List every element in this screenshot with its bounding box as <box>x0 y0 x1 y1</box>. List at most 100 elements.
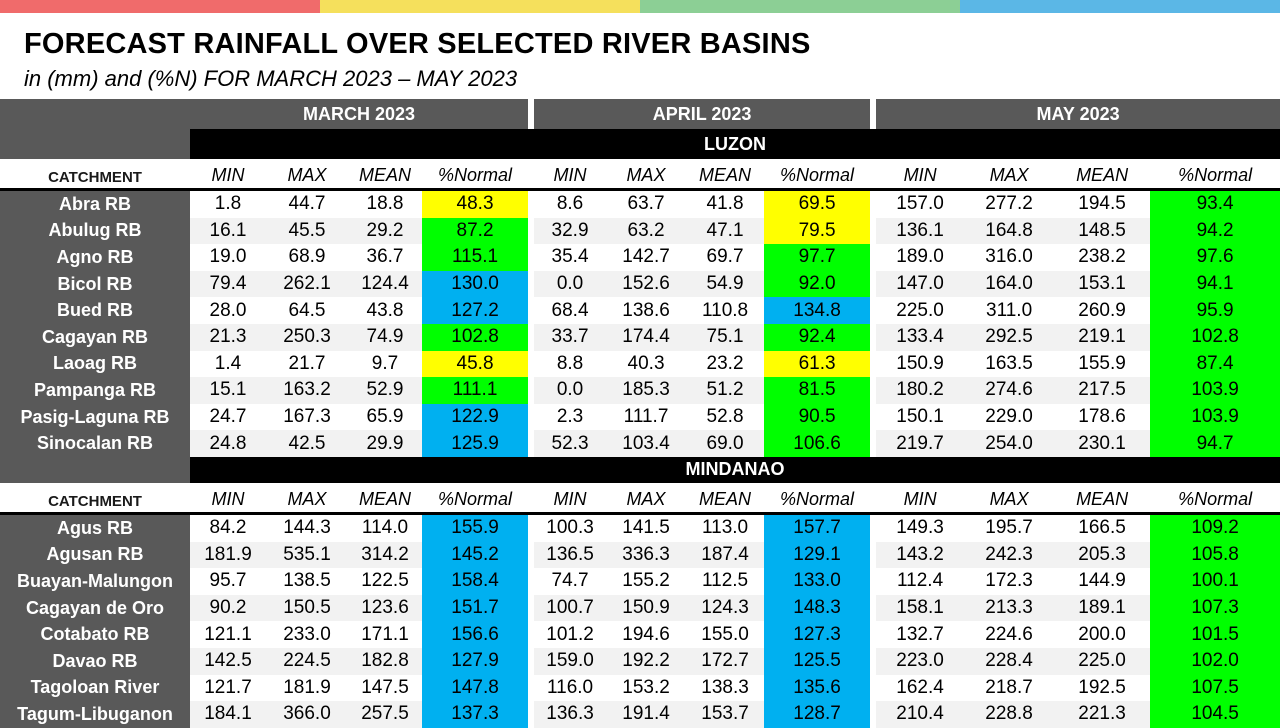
pct-normal-cell: 129.1 <box>764 541 871 569</box>
mean-cell: 314.2 <box>348 541 422 569</box>
table-row: Cagayan de Oro 90.2 150.5 123.6 151.7 100.7 15… <box>0 594 1280 622</box>
pct-normal-cell: 94.1 <box>1150 270 1280 298</box>
column-gap <box>870 350 877 378</box>
column-gap <box>870 403 877 431</box>
mean-cell: 219.1 <box>1054 323 1151 351</box>
mean-cell: 29.9 <box>348 430 422 457</box>
mean-cell: 51.2 <box>686 377 765 404</box>
pct-normal-cell: 111.1 <box>422 377 529 404</box>
min-cell: 133.4 <box>876 323 965 351</box>
min-cell: 147.0 <box>876 270 965 298</box>
pct-normal-cell: 102.0 <box>1150 647 1280 675</box>
pct-normal-cell: 101.5 <box>1150 621 1280 648</box>
table-row: Pasig-Laguna RB 24.7 167.3 65.9 122.9 2.3 111.… <box>0 403 1280 431</box>
max-cell: 262.1 <box>266 270 348 298</box>
pct-normal-cell: 95.9 <box>1150 297 1280 324</box>
pct-normal-cell: 106.6 <box>764 430 871 457</box>
pct-normal-cell: 145.2 <box>422 541 529 569</box>
pct-normal-cell: 87.4 <box>1150 350 1280 378</box>
max-cell: 535.1 <box>266 541 348 569</box>
max-cell: 68.9 <box>266 244 348 271</box>
max-cell: 218.7 <box>964 674 1055 702</box>
mean-cell: 155.0 <box>686 621 765 648</box>
table-row: Buayan-Malungon 95.7 138.5 122.5 158.4 74.7 15… <box>0 568 1280 595</box>
top-bar-green <box>640 0 960 13</box>
column-gap <box>528 541 535 569</box>
pct-normal-cell: 93.4 <box>1150 191 1280 218</box>
catchment-column-header: CATCHMENT <box>0 159 190 188</box>
mean-cell: 110.8 <box>686 297 765 324</box>
mean-cell: 172.7 <box>686 647 765 675</box>
max-cell: 21.7 <box>266 350 348 378</box>
pct-normal-cell: 156.6 <box>422 621 529 648</box>
column-header-min: MIN <box>553 165 587 185</box>
min-cell: 100.7 <box>534 594 607 622</box>
min-cell: 149.3 <box>876 514 965 542</box>
rainfall-table: MARCH 2023 APRIL 2023 MAY 2023 LUZON CATCHME… <box>0 99 1280 728</box>
column-gap <box>528 621 535 648</box>
max-cell: 172.3 <box>964 568 1055 595</box>
pct-normal-cell: 103.9 <box>1150 403 1280 431</box>
min-cell: 219.7 <box>876 430 965 457</box>
max-cell: 42.5 <box>266 430 348 457</box>
month-gap <box>528 99 535 129</box>
column-header-row: CATCHMENT MIN MAX MEAN %Normal MIN MAX MEAN %Nor… <box>0 482 1280 512</box>
min-cell: 210.4 <box>876 701 965 728</box>
pct-normal-cell: 107.3 <box>1150 594 1280 622</box>
pct-normal-cell: 69.5 <box>764 191 871 218</box>
max-cell: 228.4 <box>964 647 1055 675</box>
min-cell: 143.2 <box>876 541 965 569</box>
column-header-mean: MEAN <box>358 165 411 185</box>
max-cell: 336.3 <box>606 541 687 569</box>
column-gap <box>528 323 535 351</box>
pct-normal-cell: 133.0 <box>764 568 871 595</box>
mean-cell: 9.7 <box>348 350 422 378</box>
column-gap <box>528 647 535 675</box>
pct-normal-cell: 94.7 <box>1150 430 1280 457</box>
mean-cell: 52.8 <box>686 403 765 431</box>
column-header-max: MAX <box>626 165 666 185</box>
table-row: Tagoloan River 121.7 181.9 147.5 147.8 116.0 1… <box>0 674 1280 702</box>
max-cell: 228.8 <box>964 701 1055 728</box>
min-cell: 16.1 <box>190 217 266 245</box>
catchment-name: Cagayan de Oro <box>0 594 190 622</box>
mean-cell: 238.2 <box>1054 244 1151 271</box>
region-name-mindanao: MINDANAO <box>190 456 1280 483</box>
column-gap <box>870 217 877 245</box>
mean-cell: 144.9 <box>1054 568 1151 595</box>
max-cell: 103.4 <box>606 430 687 457</box>
min-cell: 28.0 <box>190 297 266 324</box>
min-cell: 180.2 <box>876 377 965 404</box>
min-cell: 1.4 <box>190 350 266 378</box>
min-cell: 84.2 <box>190 514 266 542</box>
column-gap <box>870 244 877 271</box>
header-separator <box>0 188 1280 191</box>
catchment-name: Cagayan RB <box>0 323 190 351</box>
table-row: Agus RB 84.2 144.3 114.0 155.9 100.3 141.5 113.… <box>0 514 1280 542</box>
pct-normal-cell: 127.2 <box>422 297 529 324</box>
max-cell: 311.0 <box>964 297 1055 324</box>
catchment-name: Laoag RB <box>0 350 190 378</box>
mean-cell: 47.1 <box>686 217 765 245</box>
pct-normal-cell: 107.5 <box>1150 674 1280 702</box>
max-cell: 195.7 <box>964 514 1055 542</box>
table-row: Sinocalan RB 24.8 42.5 29.9 125.9 52.3 103.4 69… <box>0 430 1280 457</box>
page-title: FORECAST RAINFALL OVER SELECTED RIVER BA… <box>24 28 811 60</box>
catchment-name: Tagum-Libuganon <box>0 701 190 728</box>
min-cell: 162.4 <box>876 674 965 702</box>
pct-normal-cell: 115.1 <box>422 244 529 271</box>
top-bar-blue <box>960 0 1280 13</box>
max-cell: 250.3 <box>266 323 348 351</box>
column-header-max: MAX <box>989 488 1029 509</box>
min-cell: 181.9 <box>190 541 266 569</box>
catchment-name: Pampanga RB <box>0 377 190 404</box>
column-gap <box>870 377 877 404</box>
header-separator <box>0 511 1280 515</box>
pct-normal-cell: 94.2 <box>1150 217 1280 245</box>
mean-cell: 221.3 <box>1054 701 1151 728</box>
max-cell: 164.0 <box>964 270 1055 298</box>
min-cell: 112.4 <box>876 568 965 595</box>
pct-normal-cell: 127.9 <box>422 647 529 675</box>
column-gap <box>870 430 877 457</box>
catchment-name: Sinocalan RB <box>0 430 190 457</box>
